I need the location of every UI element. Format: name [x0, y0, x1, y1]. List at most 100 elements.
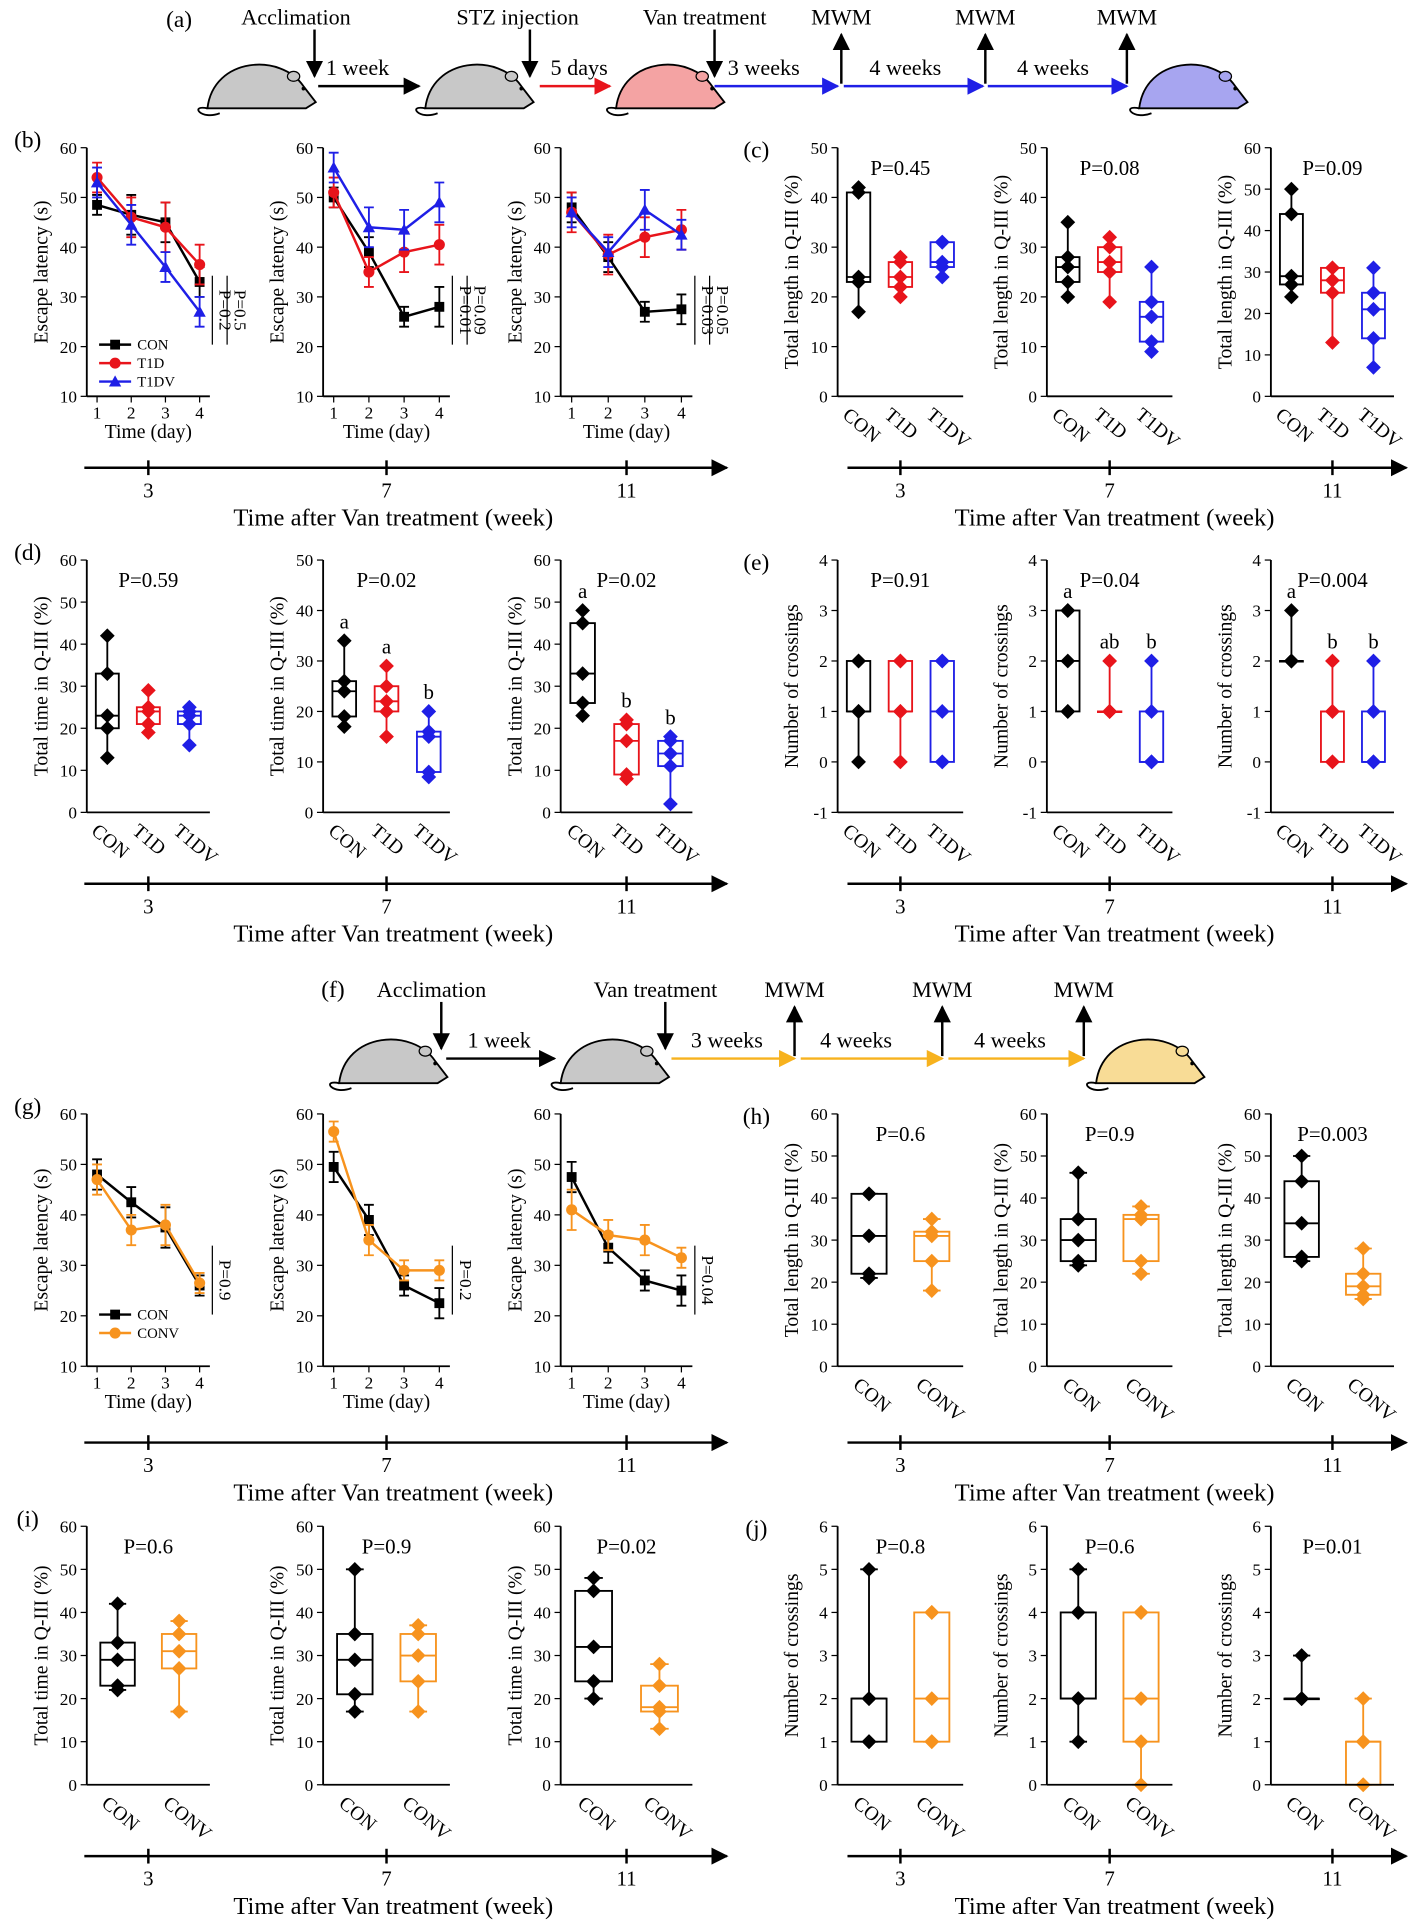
y-tick-label: 20	[296, 703, 313, 722]
y-tick-label: 20	[534, 719, 551, 738]
box	[1138, 710, 1165, 763]
event-label: MWM	[764, 977, 825, 1002]
data-point	[1070, 1232, 1086, 1248]
x-tick-label: 1	[329, 403, 338, 422]
data-point	[934, 704, 950, 719]
x-tick-label: 3	[161, 1373, 170, 1392]
data-point	[924, 1253, 940, 1269]
data-point	[1070, 1734, 1086, 1750]
y-tick-label: 40	[811, 1189, 828, 1208]
y-tick-label: 30	[534, 288, 551, 307]
data-point	[1144, 704, 1159, 719]
p-value: P=0.2	[216, 290, 235, 331]
x-tick-label: CON	[562, 820, 608, 864]
data-point	[433, 196, 446, 208]
data-point	[1144, 334, 1159, 350]
data-point	[1355, 1691, 1371, 1706]
week-axis-label: Time after Van treatment (week)	[233, 1893, 553, 1920]
y-tick-label: 10	[534, 1357, 551, 1376]
mouse-ear	[504, 70, 519, 82]
panel-label: (h)	[743, 1104, 770, 1130]
y-tick-label: 50	[534, 189, 551, 208]
mouse-ear	[1218, 70, 1233, 82]
x-tick-label: T1DV	[1131, 820, 1184, 869]
series-line	[96, 176, 201, 266]
y-tick-label: 40	[534, 635, 551, 654]
y-tick-label: 20	[60, 1690, 77, 1709]
data-point	[893, 279, 908, 295]
y-tick-label: -1	[1023, 804, 1037, 823]
y-tick-label: 40	[60, 1206, 77, 1225]
data-point	[851, 269, 866, 285]
duration-label: 3 weeks	[691, 1027, 763, 1052]
data-point	[379, 658, 394, 674]
data-point	[924, 1224, 940, 1240]
data-point	[410, 1626, 426, 1642]
data-point	[861, 1691, 877, 1706]
y-tick-label: 20	[534, 338, 551, 357]
significance-letter: a	[340, 609, 349, 633]
data-point	[110, 1596, 125, 1612]
box	[1320, 710, 1345, 763]
x-tick-label: T1D	[880, 404, 922, 444]
data-point	[652, 1678, 667, 1694]
p-value: P=0.01	[456, 285, 475, 334]
significance-letter: b	[621, 689, 631, 713]
week-tick-label: 3	[143, 478, 153, 502]
legend-label: CONV	[137, 1326, 179, 1342]
data-point	[575, 603, 591, 618]
box	[574, 1589, 613, 1683]
duration-label: 3 weeks	[728, 55, 800, 80]
legend-marker	[110, 339, 121, 350]
data-point	[1102, 254, 1118, 270]
y-tick-label: 40	[296, 1206, 313, 1225]
data-point	[363, 1234, 375, 1246]
y-tick-label: 40	[534, 1206, 551, 1225]
data-point	[1133, 1266, 1149, 1282]
data-point	[1284, 603, 1299, 618]
y-tick-label: 40	[60, 635, 77, 654]
y-axis-label: Number of crossings	[990, 604, 1012, 768]
data-point	[924, 1211, 940, 1227]
x-tick-label: CONV	[912, 1792, 969, 1845]
data-point	[1325, 285, 1340, 301]
data-point	[379, 678, 394, 694]
data-point	[1294, 1173, 1310, 1189]
data-point	[566, 1204, 578, 1216]
x-axis-label: Time (day)	[343, 1391, 430, 1413]
mouse-ear	[418, 1045, 433, 1057]
data-point	[328, 1126, 340, 1138]
data-point	[410, 1617, 426, 1633]
data-point	[851, 304, 866, 320]
y-tick-label: 40	[1244, 222, 1261, 241]
p-value: P=0.04	[1080, 568, 1141, 592]
week-axis-label: Time after Van treatment (week)	[955, 1479, 1275, 1506]
data-point	[1366, 285, 1381, 301]
y-tick-label: 60	[296, 1105, 313, 1124]
y-axis-label: Escape latency (s)	[267, 200, 289, 343]
legend-label: CON	[137, 338, 169, 354]
y-tick-label: 5	[1028, 1561, 1037, 1580]
y-tick-label: 30	[1020, 1231, 1037, 1250]
data-point	[399, 311, 410, 322]
mouse-icon	[1129, 63, 1249, 116]
mouse-tail	[1129, 106, 1152, 116]
y-tick-label: 4	[819, 551, 828, 570]
data-point	[433, 1264, 445, 1276]
box	[1059, 1611, 1097, 1700]
box	[913, 1611, 951, 1743]
x-tick-label: 2	[127, 1373, 136, 1392]
x-tick-label: CON	[1271, 404, 1317, 448]
x-tick-label: T1DV	[409, 820, 462, 869]
x-tick-label: CONV	[912, 1374, 969, 1427]
data-point	[193, 305, 206, 317]
y-tick-label: 4	[1252, 551, 1261, 570]
legend-marker	[108, 375, 122, 387]
data-point	[171, 1661, 187, 1676]
significance-letter: ab	[1100, 630, 1120, 654]
x-tick-label: CON	[1058, 1792, 1104, 1836]
data-point	[125, 218, 138, 230]
series-line	[332, 196, 440, 319]
y-tick-label: 50	[534, 593, 551, 612]
